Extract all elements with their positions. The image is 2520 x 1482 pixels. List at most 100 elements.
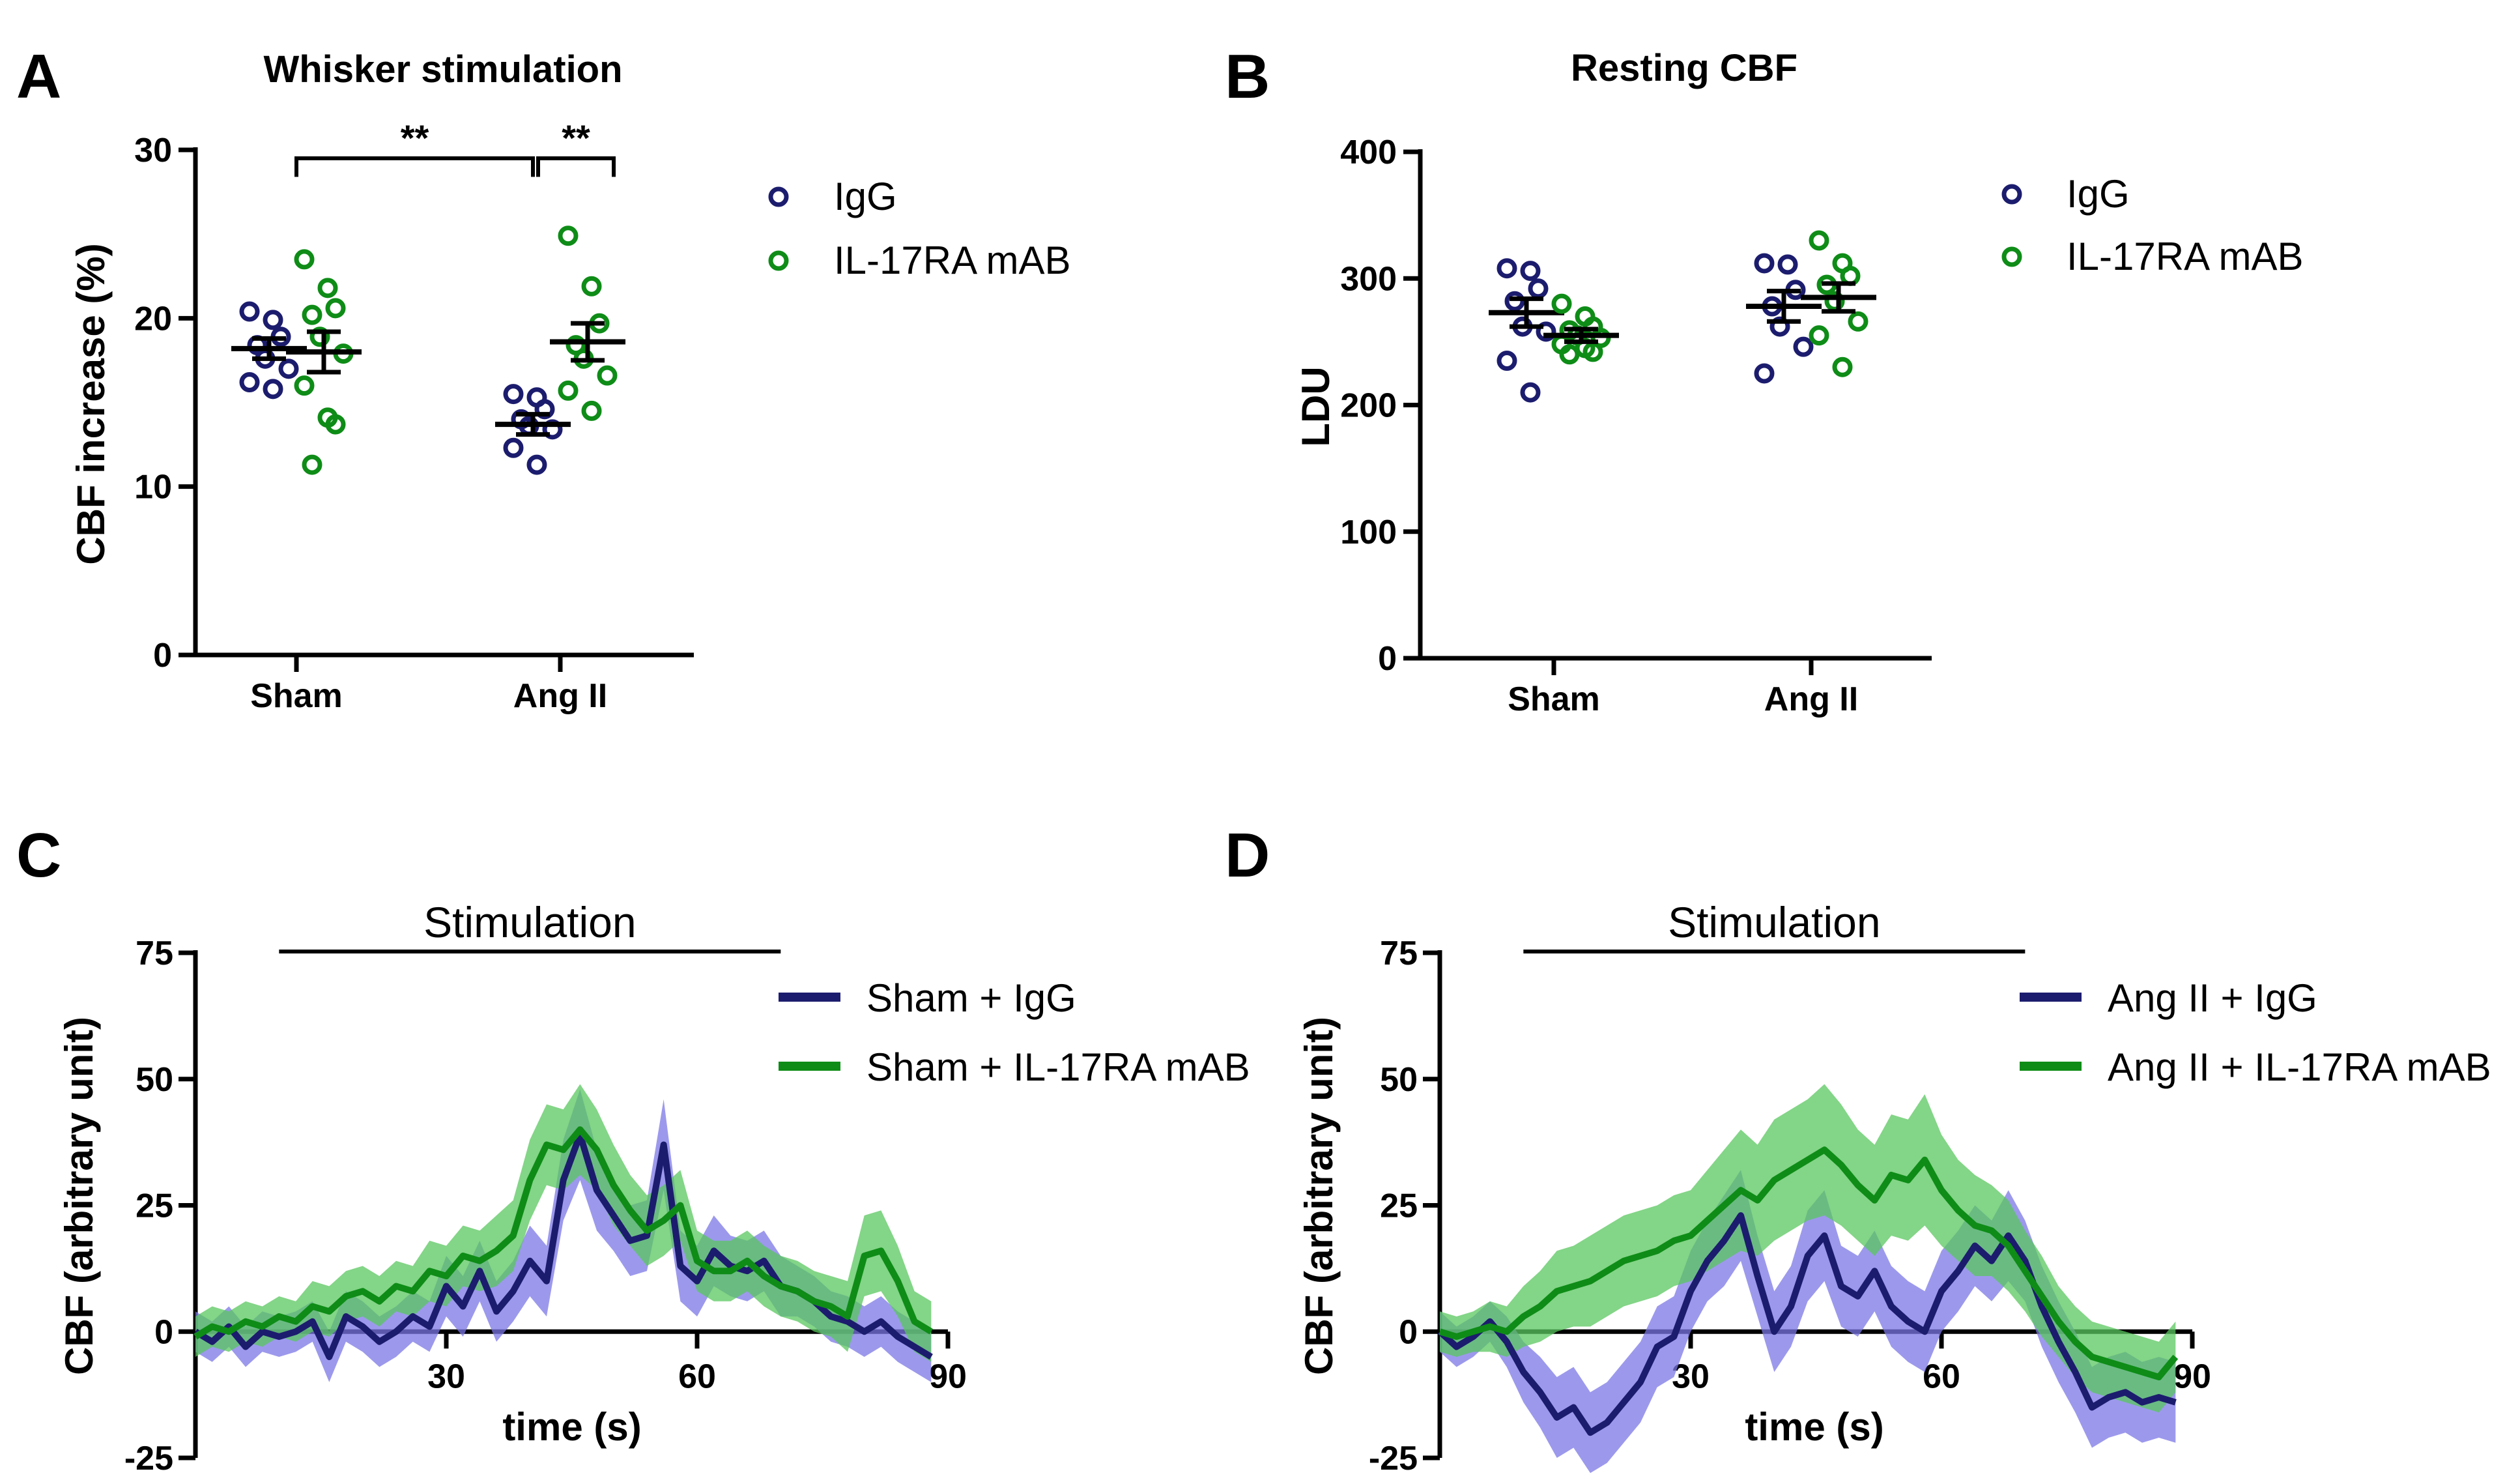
data-point [1559, 344, 1580, 365]
panel-d-legend-igg: Ang II + IgG [2108, 976, 2317, 1020]
data-point [1754, 363, 1775, 384]
panel-b-y-axis-label: LDU [1294, 366, 1338, 446]
y-tick-label: 20 [134, 300, 172, 338]
panel-d-legend-mab: Ang II + IL-17RA mAB [2108, 1045, 2491, 1089]
panel-d-label: D [1225, 821, 1270, 890]
panel-a-axes: 0 10 20 30 Sham Ang II [134, 132, 694, 715]
panel-c-x-axis-label: time (s) [502, 1405, 641, 1449]
data-point [526, 454, 547, 475]
series-line [1439, 1146, 2179, 1380]
panel-a-label: A [16, 42, 61, 111]
series-line [1437, 1212, 2177, 1436]
panel-c-y-axis-label: CBF (arbitrary unit) [57, 1017, 101, 1375]
y-tick-label: 400 [1340, 134, 1397, 171]
x-tick-label: 30 [427, 1358, 465, 1395]
panel-d-legend: Ang II + IgG Ang II + IL-17RA mAB [2020, 976, 2491, 1089]
panel-c-label: C [16, 821, 61, 890]
significance-label: ** [401, 117, 429, 158]
panel-c: C CBF (arbitrary unit) time (s) -25 0 25 50… [16, 821, 1250, 1477]
y-tick-label: -25 [124, 1440, 173, 1477]
panel-b-legend-igg: IgG [2067, 172, 2130, 216]
y-tick-label: 0 [153, 637, 172, 675]
stimulation-label: Stimulation [423, 898, 637, 946]
y-tick-label: 50 [136, 1061, 173, 1099]
panel-d-y-axis-label: CBF (arbitrary unit) [1297, 1017, 1341, 1375]
panel-b: B Resting CBF LDU 0 100 200 300 400 Sham Ang I… [1225, 42, 2304, 718]
sem-band [195, 1084, 932, 1362]
y-tick-label: 300 [1340, 260, 1397, 298]
data-point [1504, 291, 1525, 312]
data-point [1793, 336, 1814, 357]
data-point [309, 327, 330, 347]
data-point [1777, 254, 1798, 275]
panel-d-marks: Stimulation [1437, 898, 2179, 1474]
x-tick-label: 60 [1923, 1358, 1960, 1395]
panel-a-title: Whisker stimulation [263, 48, 622, 91]
data-point [302, 304, 322, 325]
data-point [597, 365, 618, 386]
panel-a-marks: ** ** [231, 117, 625, 475]
y-tick-label: 75 [1380, 935, 1418, 972]
y-tick-label: 75 [136, 935, 173, 972]
panel-b-label: B [1225, 42, 1270, 111]
significance-label: ** [562, 117, 590, 158]
panel-b-legend-mab: IL-17RA mAB [2067, 235, 2304, 278]
y-tick-label: 50 [1380, 1061, 1418, 1099]
y-tick-label: 25 [136, 1187, 173, 1225]
data-point [1809, 325, 1829, 346]
data-point [558, 225, 579, 246]
y-tick-label: 10 [134, 469, 172, 506]
data-point [1848, 311, 1869, 332]
y-tick-label: 30 [134, 132, 172, 169]
data-point [239, 301, 260, 322]
panel-c-legend-igg: Sham + IgG [866, 976, 1076, 1020]
data-point [581, 400, 602, 421]
data-point [1754, 253, 1775, 274]
data-point [317, 278, 338, 298]
data-point [534, 399, 555, 420]
legend-marker-mab [2001, 246, 2022, 267]
data-point [325, 298, 346, 319]
series-line [193, 1126, 933, 1340]
panel-b-marks [1489, 230, 1876, 403]
data-point [239, 372, 260, 392]
legend-marker-mab [768, 250, 789, 271]
significance-bracket [536, 156, 616, 177]
panel-d: D CBF (arbitrary unit) time (s) -25 0 25 50… [1225, 821, 2491, 1477]
x-tick-label: 60 [678, 1358, 716, 1395]
y-tick-label: 200 [1340, 387, 1397, 425]
legend-marker-igg [2001, 184, 2022, 205]
data-point [294, 249, 315, 270]
data-point [1520, 261, 1541, 282]
x-tick-label: 90 [929, 1358, 967, 1395]
panel-c-marks: Stimulation [193, 898, 933, 1382]
y-tick-label: 0 [154, 1313, 173, 1351]
data-point [1496, 258, 1517, 279]
panel-c-legend-mab: Sham + IL-17RA mAB [866, 1045, 1250, 1089]
data-point [1536, 321, 1556, 342]
panel-a-legend: IgG IL-17RA mAB [768, 175, 1071, 282]
data-point [325, 414, 346, 435]
panel-a-legend-mab: IL-17RA mAB [834, 239, 1071, 282]
data-point [263, 310, 283, 330]
panel-b-axes: 0 100 200 300 400 Sham Ang II [1340, 134, 1932, 718]
panel-c-legend: Sham + IgG Sham + IL-17RA mAB [779, 976, 1250, 1089]
panel-b-legend: IgG IL-17RA mAB [2001, 172, 2304, 278]
data-point [581, 276, 602, 297]
data-point [294, 375, 315, 396]
panel-a-legend-igg: IgG [834, 175, 897, 218]
data-point [503, 384, 524, 405]
data-point [1824, 291, 1845, 312]
data-point [278, 358, 299, 379]
stimulation-label: Stimulation [1668, 898, 1881, 946]
x-tick-label: 90 [2173, 1358, 2211, 1395]
sem-band [1440, 1084, 2176, 1413]
panel-b-title: Resting CBF [1571, 47, 1797, 89]
data-point [263, 379, 283, 400]
legend-marker-igg [768, 186, 789, 207]
y-tick-label: 0 [1399, 1313, 1418, 1351]
data-point [503, 437, 524, 458]
data-point [1528, 278, 1549, 299]
